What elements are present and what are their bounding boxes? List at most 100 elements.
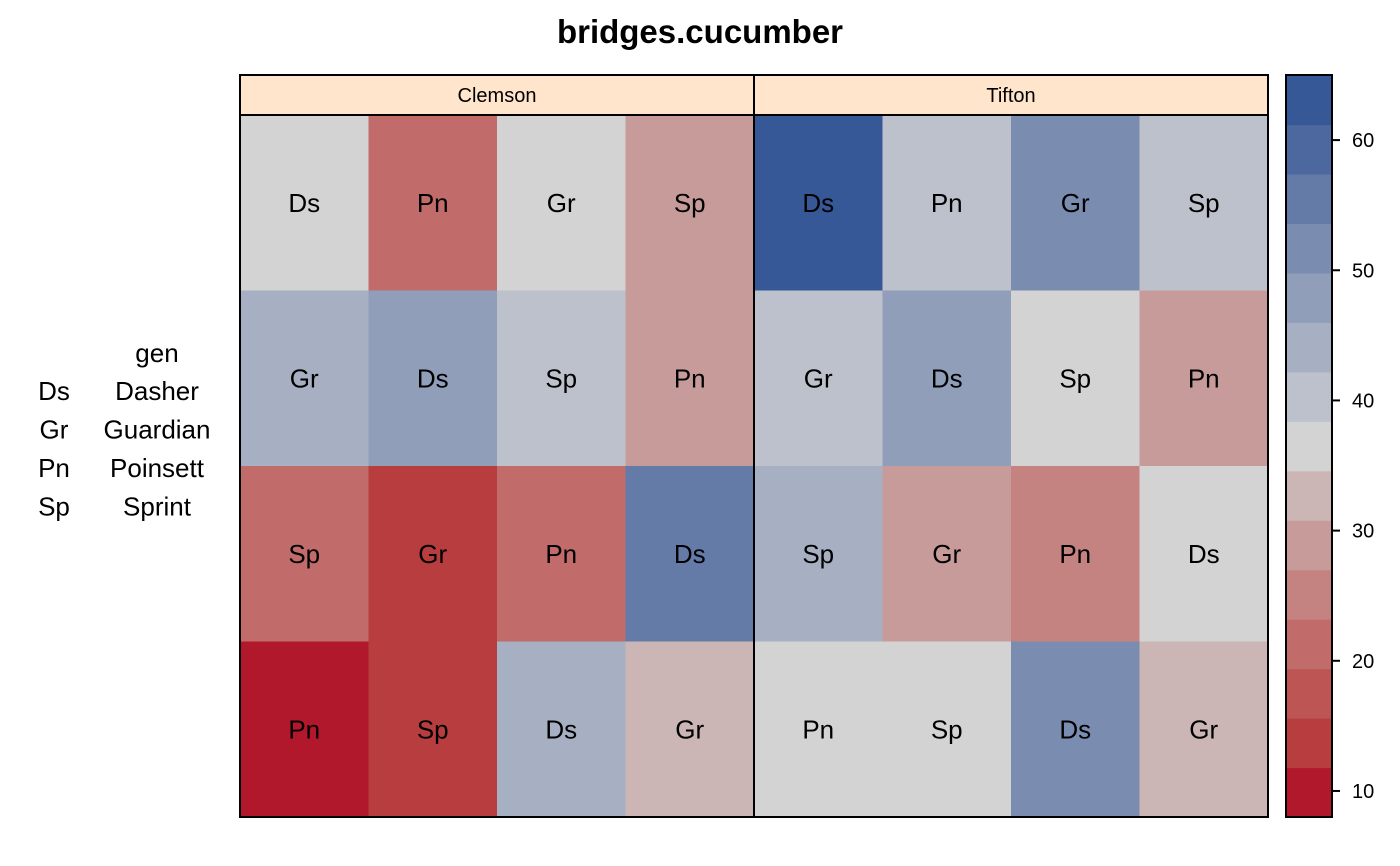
heatmap-cell bbox=[625, 115, 755, 292]
heatmap-cell bbox=[497, 290, 627, 467]
cell-label: Sp bbox=[674, 188, 706, 218]
heatmap-cell bbox=[240, 466, 370, 643]
cell-label: Sp bbox=[931, 714, 963, 744]
heatmap-cell bbox=[497, 466, 627, 643]
heatmap-cell bbox=[625, 466, 755, 643]
colorkey-bin bbox=[1286, 223, 1332, 274]
colorkey-bin bbox=[1286, 421, 1332, 472]
legend-code: Ds bbox=[38, 376, 70, 406]
cell-label: Sp bbox=[545, 363, 577, 393]
cell-label: Sp bbox=[1059, 363, 1091, 393]
colorkey-tick-label: 10 bbox=[1352, 781, 1374, 803]
gen-legend: gen Ds Dasher Gr Guardian Pn Poinsett Sp Sprint bbox=[38, 338, 210, 522]
colorkey-bin bbox=[1286, 668, 1332, 719]
heatmap-cell bbox=[1139, 641, 1269, 818]
cell-label: Ds bbox=[417, 363, 449, 393]
strip-tifton bbox=[753, 74, 1269, 116]
colorkey-bin bbox=[1286, 173, 1332, 224]
strip-label: Clemson bbox=[458, 85, 537, 107]
cell-label: Pn bbox=[931, 188, 963, 218]
heatmap-cell bbox=[368, 290, 498, 467]
heatmap-cell bbox=[625, 290, 755, 467]
heatmap-cell bbox=[1011, 641, 1141, 818]
heatmap-cell bbox=[240, 290, 370, 467]
cell-label: Ds bbox=[1188, 539, 1220, 569]
colorkey-bin bbox=[1286, 470, 1332, 521]
colorkey-bin bbox=[1286, 569, 1332, 620]
cell-label: Pn bbox=[674, 363, 706, 393]
heatmap-cell bbox=[882, 641, 1012, 818]
heatmap-cell bbox=[754, 641, 884, 818]
heatmap-cell bbox=[1139, 466, 1269, 643]
heatmap-cell bbox=[497, 115, 627, 292]
cell-label: Sp bbox=[288, 539, 320, 569]
panel-tifton: Ds Pn Gr Sp Gr Ds Sp Pn Sp Gr Pn Ds Pn Sp Ds Gr Tifton bbox=[753, 74, 1269, 818]
panel-clemson: Ds Pn Gr Sp Gr Ds Sp Pn Sp Gr Pn Ds Pn Sp Ds Gr Clemson bbox=[239, 74, 755, 818]
cell-label: Ds bbox=[931, 363, 963, 393]
cell-label: Gr bbox=[675, 714, 704, 744]
colorkey-bin bbox=[1286, 124, 1332, 175]
panel-border bbox=[753, 114, 1269, 818]
cell-label: Gr bbox=[1189, 714, 1218, 744]
cell-label: Pn bbox=[1059, 539, 1091, 569]
heatmap-cell bbox=[754, 466, 884, 643]
legend-name: Sprint bbox=[123, 492, 192, 522]
heatmap-cell bbox=[754, 290, 884, 467]
colorkey-bin bbox=[1286, 767, 1332, 818]
cell-label: Gr bbox=[932, 539, 961, 569]
colorkey-bin bbox=[1286, 272, 1332, 323]
colorkey-bin bbox=[1286, 75, 1332, 126]
heatmap-cell bbox=[497, 641, 627, 818]
colorkey-bin bbox=[1286, 322, 1332, 373]
legend-name: Dasher bbox=[115, 376, 199, 406]
heatmap-cell bbox=[368, 641, 498, 818]
cell-label: Sp bbox=[1188, 188, 1220, 218]
cell-label: Pn bbox=[1188, 363, 1220, 393]
colorkey-bin bbox=[1286, 619, 1332, 670]
heatmap-cell bbox=[1139, 115, 1269, 292]
heatmap-cell bbox=[1011, 290, 1141, 467]
strip-label: Tifton bbox=[986, 85, 1035, 107]
colorkey-bin bbox=[1286, 520, 1332, 571]
legend-code: Pn bbox=[38, 453, 70, 483]
color-key: 10 20 30 40 50 60 bbox=[1285, 74, 1374, 818]
colorkey-bin bbox=[1286, 718, 1332, 769]
cell-label: Sp bbox=[417, 714, 449, 744]
cell-label: Ds bbox=[1059, 714, 1091, 744]
cell-label: Pn bbox=[802, 714, 834, 744]
cell-label: Sp bbox=[802, 539, 834, 569]
colorkey-border bbox=[1285, 74, 1333, 818]
cell-label: Gr bbox=[418, 539, 447, 569]
heatmap-cell bbox=[368, 115, 498, 292]
cell-label: Pn bbox=[288, 714, 320, 744]
colorkey-tick-label: 50 bbox=[1352, 260, 1374, 282]
legend-title: gen bbox=[135, 338, 178, 368]
heatmap-cell bbox=[1011, 466, 1141, 643]
cell-label: Pn bbox=[417, 188, 449, 218]
legend-name: Poinsett bbox=[110, 453, 205, 483]
chart-title: bridges.cucumber bbox=[557, 13, 843, 50]
cell-label: Pn bbox=[545, 539, 577, 569]
legend-name: Guardian bbox=[104, 415, 211, 445]
colorkey-bin bbox=[1286, 371, 1332, 422]
cell-label: Ds bbox=[545, 714, 577, 744]
cell-label: Ds bbox=[802, 188, 834, 218]
cell-label: Gr bbox=[804, 363, 833, 393]
cell-label: Ds bbox=[288, 188, 320, 218]
colorkey-tick-label: 40 bbox=[1352, 390, 1374, 412]
heatmap-cell bbox=[882, 290, 1012, 467]
cell-label: Ds bbox=[674, 539, 706, 569]
cell-label: Gr bbox=[1061, 188, 1090, 218]
heatmap-cell bbox=[625, 641, 755, 818]
heatmap-cell bbox=[1011, 115, 1141, 292]
heatmap-cell bbox=[1139, 290, 1269, 467]
heatmap-cell bbox=[368, 466, 498, 643]
colorkey-tick-label: 60 bbox=[1352, 130, 1374, 152]
cell-label: Gr bbox=[547, 188, 576, 218]
colorkey-tick-label: 30 bbox=[1352, 521, 1374, 543]
heatmap-cell bbox=[240, 115, 370, 292]
colorkey-tick-label: 20 bbox=[1352, 651, 1374, 673]
heatmap-cell bbox=[240, 641, 370, 818]
heatmap-cell bbox=[754, 115, 884, 292]
legend-code: Gr bbox=[40, 415, 69, 445]
